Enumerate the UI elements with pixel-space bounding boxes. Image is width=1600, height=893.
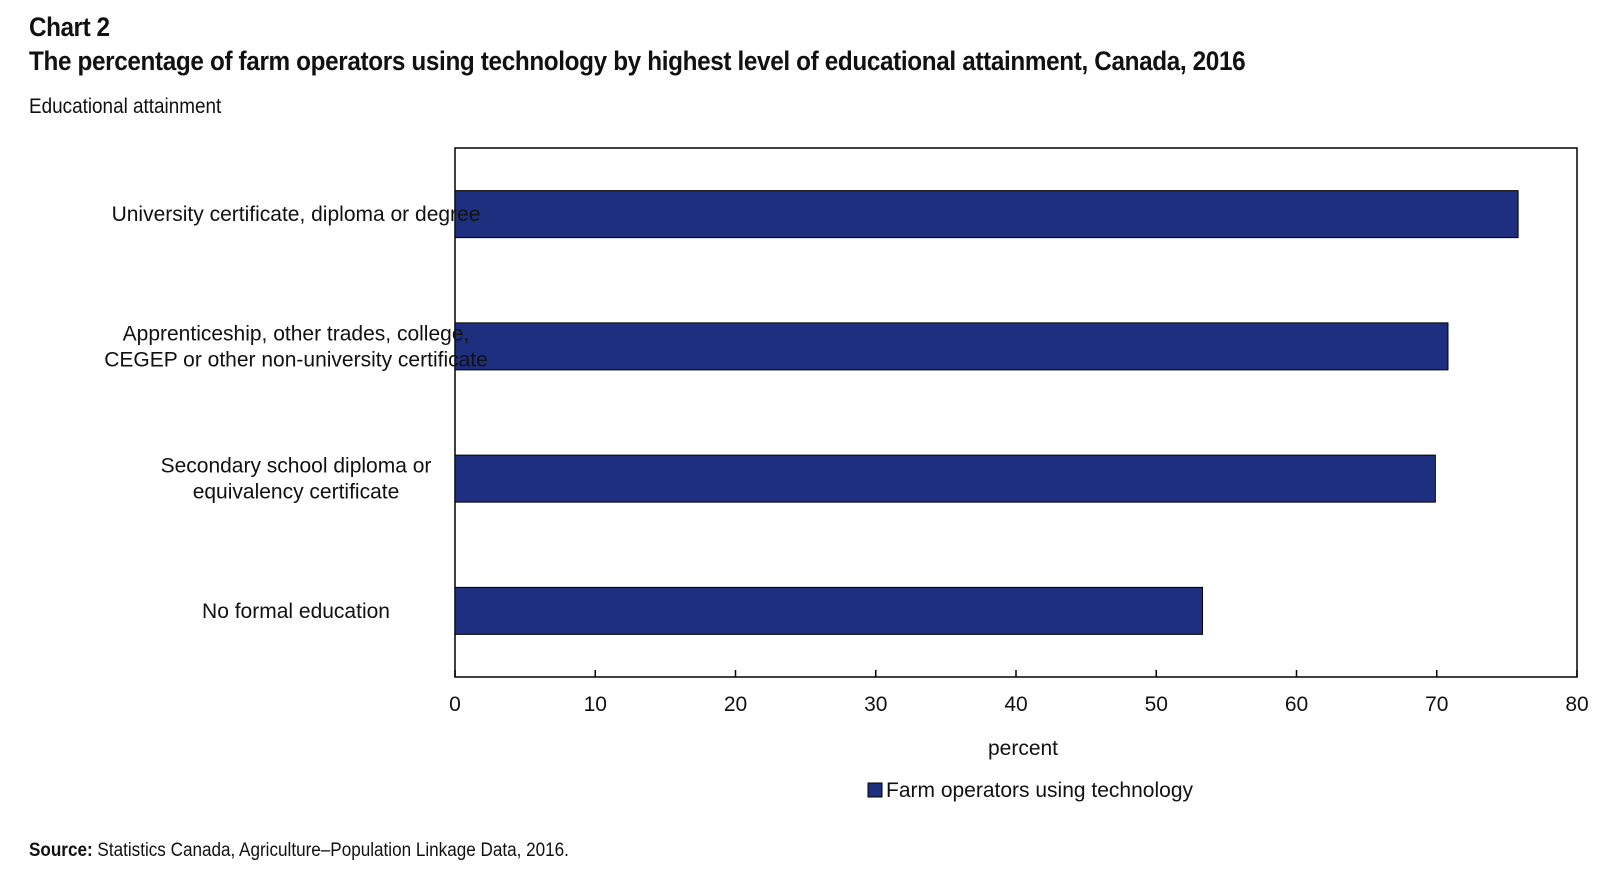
chart-title: The percentage of farm operators using t… [29,46,1246,76]
category-labels: University certificate, diploma or degre… [104,203,488,623]
category-label-line: University certificate, diploma or degre… [112,203,481,226]
bar-4 [454,586,1204,635]
x-axis-ticks: 0 10 20 30 40 50 60 70 80 [449,670,1589,716]
y-axis-caption: Educational attainment [29,95,222,118]
source-label: Source: [29,840,93,861]
x-tick-label: 10 [584,693,607,716]
bar-2 [454,322,1449,371]
legend-swatch [867,782,883,798]
source-text: Statistics Canada, Agriculture–Populatio… [97,840,569,861]
bars-layer [454,190,1519,635]
category-label-2: Apprenticeship, other trades, college, CE… [104,322,488,371]
x-tick-label: 0 [449,693,461,716]
bar-3 [454,454,1436,503]
legend-label: Farm operators using technology [886,779,1193,802]
x-tick-label: 50 [1145,693,1168,716]
category-label-1: University certificate, diploma or degre… [112,203,481,226]
x-tick-label: 80 [1565,693,1588,716]
category-label-line: CEGEP or other non-university certificat… [104,348,488,371]
legend: Farm operators using technology [867,779,1193,802]
category-label-line: Secondary school diploma or [161,455,432,478]
category-label-line: Apprenticeship, other trades, college, [123,322,470,345]
chart-number: Chart 2 [29,12,110,42]
bar-1 [454,190,1519,239]
category-label-3: Secondary school diploma or equivalency c… [161,455,432,504]
x-tick-label: 60 [1285,693,1308,716]
source-note: Source: Statistics Canada, Agriculture–P… [29,840,569,862]
x-tick-label: 30 [864,693,887,716]
x-tick-label: 70 [1425,693,1448,716]
x-axis-title: percent [988,737,1058,760]
category-label-line: No formal education [202,600,390,623]
category-label-4: No formal education [202,600,390,623]
x-tick-label: 20 [724,693,747,716]
x-tick-label: 40 [1004,693,1027,716]
category-label-line: equivalency certificate [193,481,400,504]
